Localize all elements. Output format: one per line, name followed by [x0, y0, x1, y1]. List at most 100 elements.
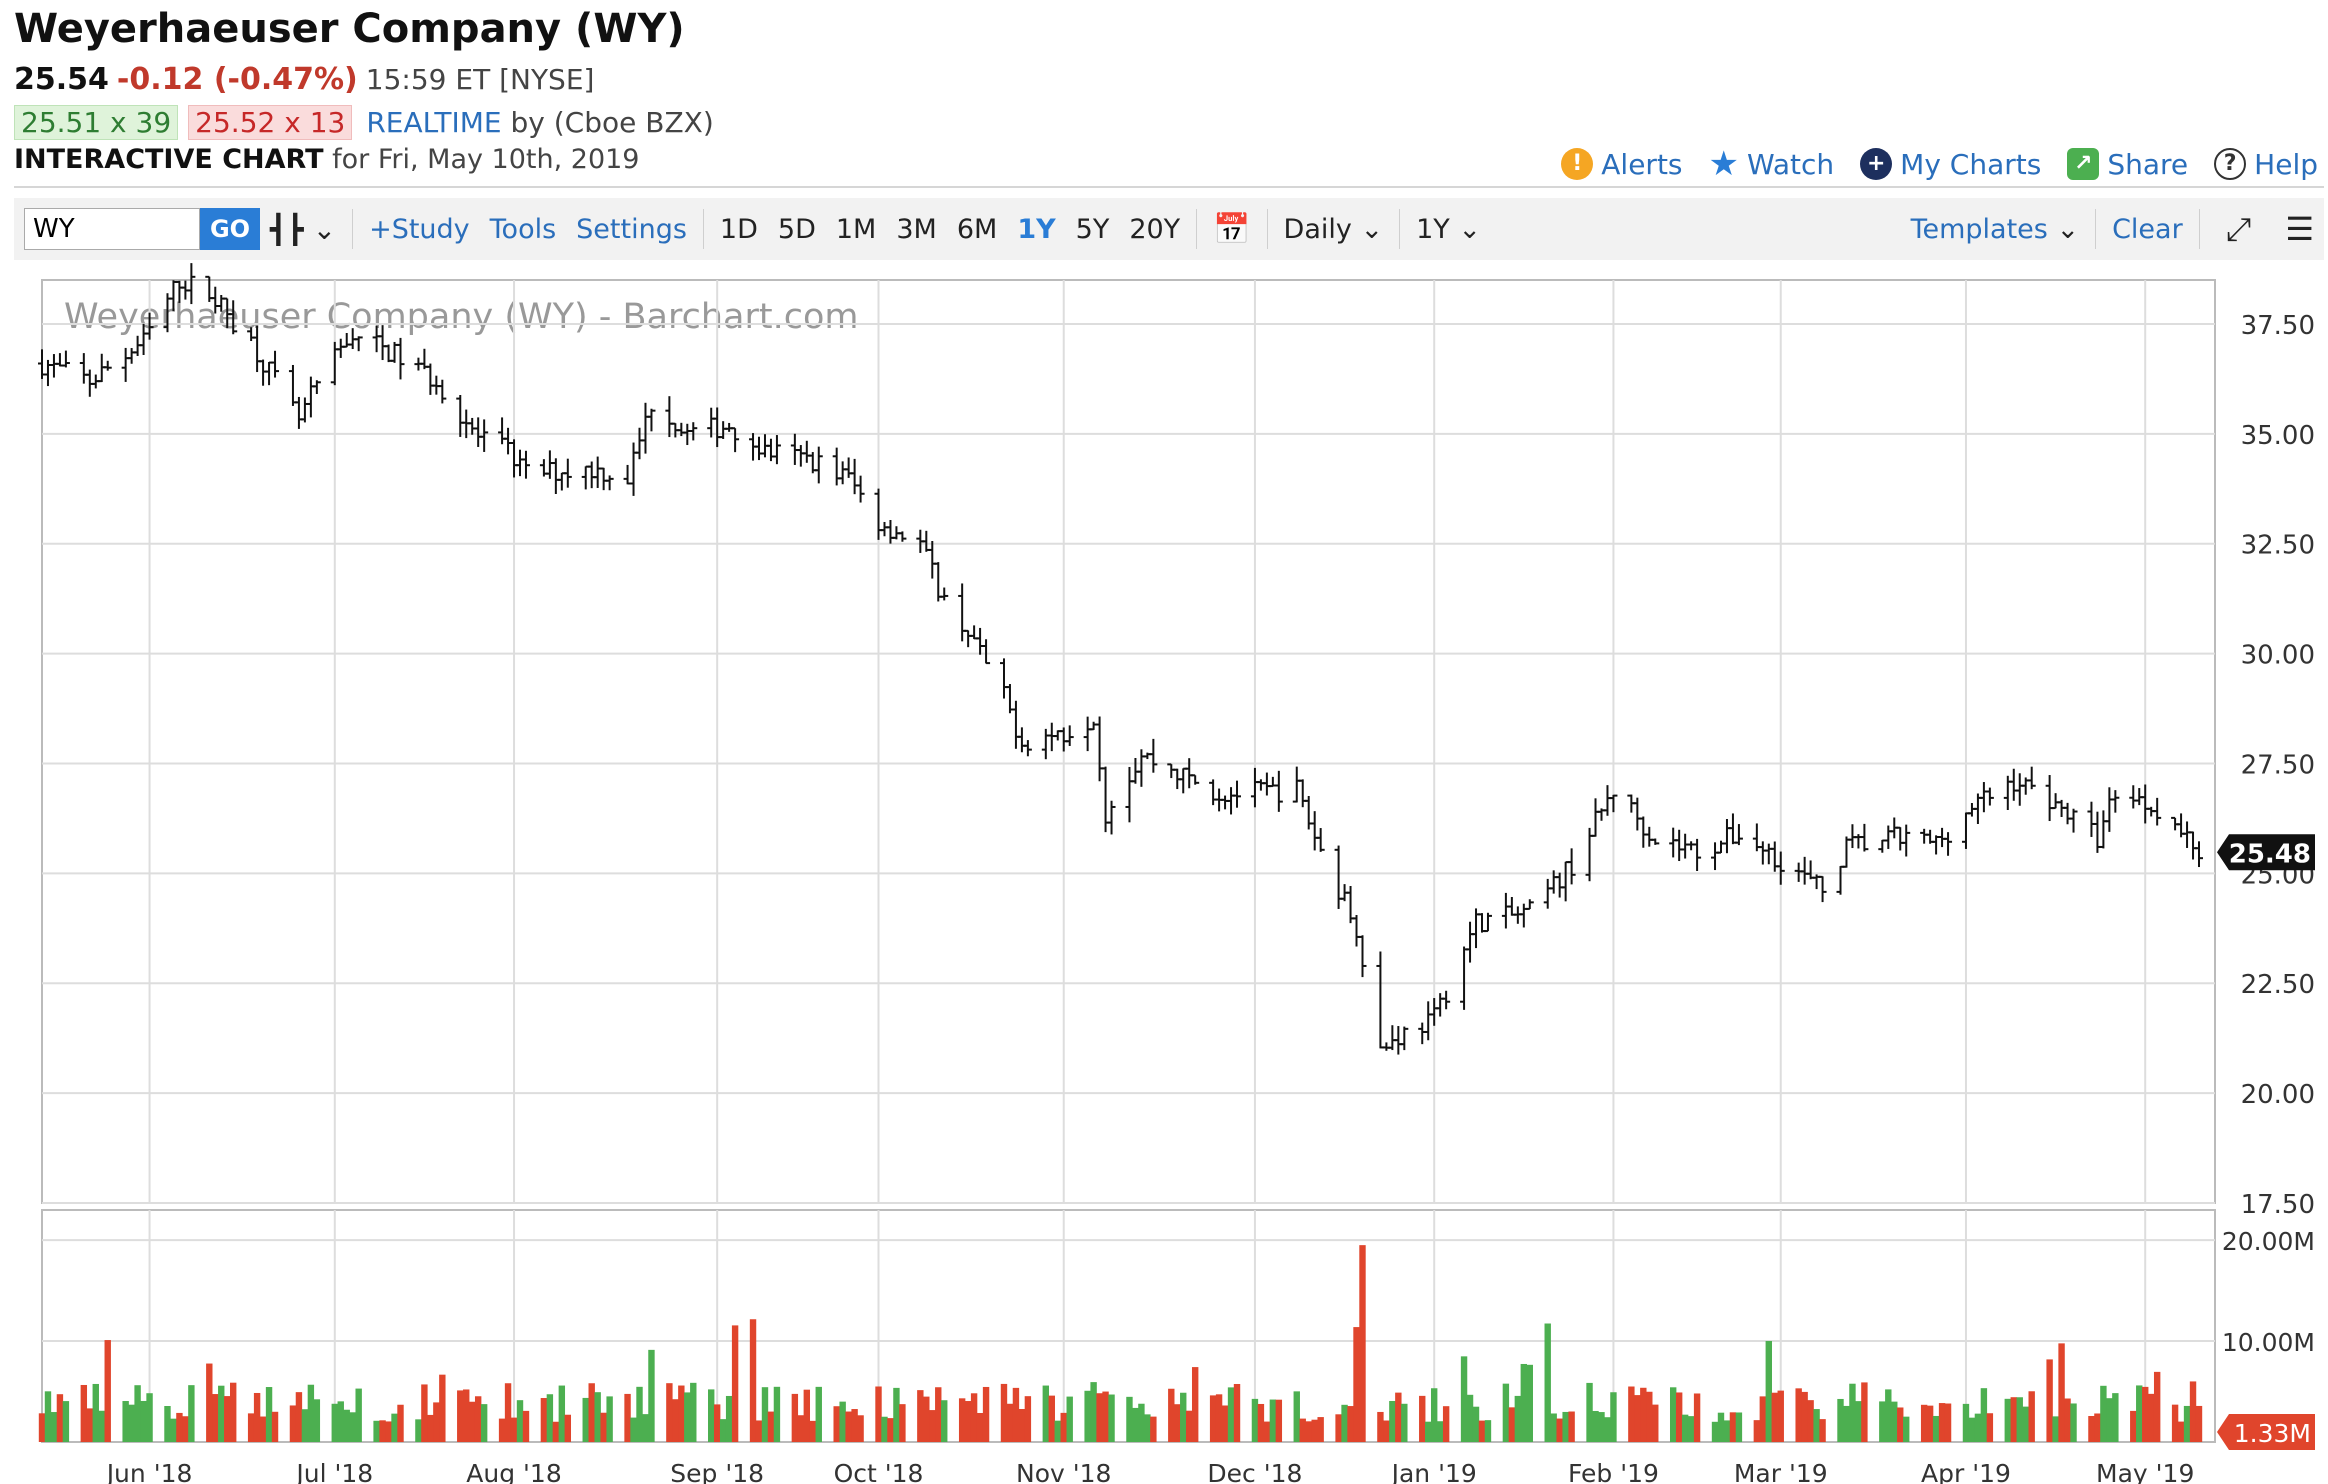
x-tick-label: Jan '19	[1390, 1459, 1477, 1484]
volume-bar	[1568, 1411, 1575, 1442]
volume-bar	[146, 1393, 153, 1442]
realtime-link[interactable]: REALTIME	[366, 106, 502, 139]
clear-button[interactable]: Clear	[2112, 213, 2183, 245]
interactive-chart-label: INTERACTIVE CHART for Fri, May 10th, 201…	[14, 144, 640, 175]
last-price-label: 25.48	[2229, 839, 2311, 869]
volume-bar	[2064, 1398, 2071, 1442]
volume-bar	[1669, 1387, 1677, 1442]
volume-bar	[1759, 1396, 1767, 1442]
volume-bar	[1652, 1404, 1659, 1442]
volume-bar	[1096, 1393, 1103, 1442]
range-20y[interactable]: 20Y	[1129, 213, 1181, 245]
volume-bar	[170, 1418, 177, 1442]
range-1y[interactable]: 1Y	[1017, 213, 1056, 245]
chevron-down-icon: ⌄	[2056, 213, 2080, 245]
tools-button[interactable]: Tools	[489, 213, 557, 245]
volume-bar	[815, 1386, 822, 1442]
toolbar-separator	[1266, 209, 1268, 249]
chart-axes: 37.5035.0032.5030.0027.5025.0022.5020.00…	[105, 311, 2315, 1484]
volume-bar	[1425, 1421, 1432, 1442]
volume-bar	[881, 1416, 888, 1442]
range-5d[interactable]: 5D	[777, 213, 816, 245]
volume-bar	[1855, 1401, 1862, 1442]
my-charts-link[interactable]: + My Charts	[1860, 148, 2041, 181]
volume-bar	[2136, 1385, 2143, 1442]
study-button[interactable]: +Study	[369, 213, 470, 245]
volume-bar	[1675, 1392, 1683, 1442]
alerts-link[interactable]: ! Alerts	[1561, 147, 1683, 181]
calendar-icon[interactable]: 📅	[1213, 211, 1251, 247]
volume-bar	[1395, 1392, 1402, 1442]
symbol-input[interactable]	[24, 208, 200, 250]
price-bars	[38, 263, 2203, 1055]
volume-bar	[391, 1413, 398, 1442]
x-tick-label: Nov '18	[1016, 1459, 1111, 1484]
volume-bar	[2142, 1386, 2149, 1442]
volume-bar	[749, 1319, 757, 1442]
volume-bar	[1849, 1383, 1856, 1442]
range-5y[interactable]: 5Y	[1075, 213, 1110, 245]
go-button[interactable]: GO	[200, 208, 260, 250]
toolbar-separator	[352, 209, 354, 249]
volume-bar	[1305, 1421, 1312, 1442]
volume-bar	[80, 1384, 88, 1442]
help-link[interactable]: ? Help	[2214, 148, 2318, 181]
volume-bar	[2106, 1398, 2113, 1442]
star-icon: ★	[1708, 144, 1739, 184]
volume-bar	[1221, 1405, 1229, 1442]
volume-bar	[38, 1413, 46, 1442]
volume-bar	[140, 1400, 147, 1442]
x-tick-label: Jul '18	[294, 1459, 373, 1484]
bid-badge: 25.51 x 39	[14, 105, 179, 140]
volume-bar	[1604, 1417, 1611, 1442]
volume-bar	[857, 1415, 864, 1442]
x-tick-label: May '19	[2096, 1459, 2194, 1484]
volume-bar	[1430, 1388, 1438, 1442]
volume-bar	[224, 1396, 231, 1442]
volume-bar	[1986, 1413, 1994, 1442]
plus-circle-icon: +	[1860, 148, 1893, 180]
volume-bar	[970, 1393, 978, 1442]
volume-bar	[624, 1393, 631, 1442]
volume-bar	[636, 1386, 643, 1442]
volume-bar	[2100, 1385, 2107, 1442]
volume-bar	[1335, 1414, 1342, 1442]
last-volume-label: 1.33M	[2234, 1419, 2311, 1448]
volume-bar	[1144, 1414, 1151, 1442]
volume-bar	[1132, 1407, 1139, 1442]
volume-bar	[474, 1396, 482, 1442]
interval-select[interactable]: Daily ⌄	[1274, 214, 1394, 245]
volume-bar	[851, 1409, 858, 1442]
expand-icon[interactable]: ⤢	[2225, 209, 2252, 248]
volume-bar	[964, 1401, 972, 1442]
alerts-label: Alerts	[1601, 147, 1683, 181]
volume-bar	[1508, 1407, 1516, 1442]
range-1d[interactable]: 1D	[719, 213, 758, 245]
volume-bar	[1502, 1383, 1510, 1442]
volume-bar	[1263, 1421, 1271, 1442]
range-1m[interactable]: 1M	[835, 213, 877, 245]
share-link[interactable]: ↗ Share	[2067, 148, 2188, 181]
volume-bar	[1180, 1392, 1187, 1442]
volume-bar	[253, 1392, 261, 1442]
templates-select[interactable]: Templates ⌄	[1901, 214, 2090, 245]
header-divider	[14, 186, 2324, 188]
range-3m[interactable]: 3M	[896, 213, 937, 245]
volume-bar	[893, 1387, 900, 1442]
menu-icon[interactable]: ☰	[2285, 210, 2314, 248]
watch-link[interactable]: ★ Watch	[1709, 144, 1835, 184]
bar-type-icon[interactable]: ┫┣ ⌄	[270, 212, 337, 246]
volume-bar	[875, 1386, 882, 1442]
volume-bar	[1478, 1420, 1486, 1442]
volume-bar	[1000, 1383, 1008, 1442]
quote-line: 25.54 -0.12 (-0.47%) 15:59 ET [NYSE]	[14, 62, 594, 97]
volume-bar	[630, 1417, 637, 1442]
period-select[interactable]: 1Y ⌄	[1406, 214, 1491, 245]
volume-bar	[1436, 1421, 1444, 1442]
volume-bar	[1556, 1418, 1563, 1442]
price-tick-label: 35.00	[2241, 421, 2315, 451]
settings-button[interactable]: Settings	[576, 213, 687, 245]
volume-bar	[1102, 1391, 1109, 1442]
range-6m[interactable]: 6M	[956, 213, 998, 245]
